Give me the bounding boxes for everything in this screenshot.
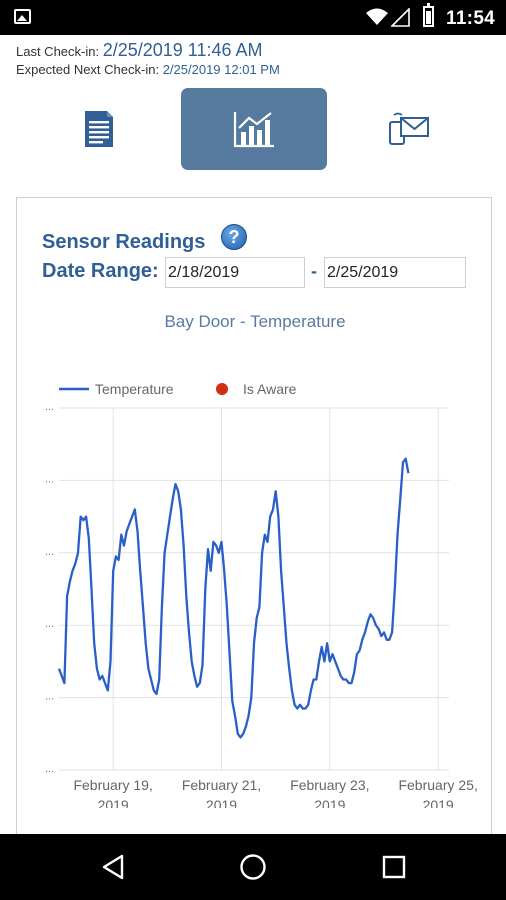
next-checkin-label: Expected Next Check-in:: [16, 62, 160, 77]
x-tick-label-year: 2019: [314, 797, 345, 808]
document-icon: [85, 111, 113, 147]
date-range-label: Date Range:: [42, 260, 159, 282]
y-tick-label: ...: [45, 401, 54, 413]
date-to-field[interactable]: 2/25/2019: [324, 257, 466, 288]
home-icon[interactable]: [239, 853, 267, 881]
x-tick-label: February 21,: [182, 777, 261, 793]
date-range-separator: -: [311, 261, 317, 281]
wifi-icon: [366, 8, 388, 25]
last-checkin-value: 2/25/2019 11:46 AM: [102, 40, 263, 60]
tab-chart[interactable]: [181, 88, 327, 170]
legend-is-aware-label: Is Aware: [243, 381, 297, 397]
legend-temperature-label: Temperature: [95, 381, 174, 397]
clock: 11:54: [446, 8, 496, 29]
x-tick-label-year: 2019: [98, 797, 129, 808]
section-title: Sensor Readings: [42, 231, 206, 253]
signal-icon: [391, 8, 410, 27]
temperature-series-line: [57, 457, 410, 739]
x-tick-label-year: 2019: [423, 797, 454, 808]
checkin-info: Last Check-in: 2/25/2019 11:46 AM Expect…: [16, 40, 280, 78]
image-notification-icon: [14, 9, 31, 24]
chart-icon: [233, 112, 274, 148]
legend-is-aware-dot: [216, 383, 228, 395]
tab-documents[interactable]: [75, 88, 121, 170]
navigation-bar: [0, 834, 506, 900]
y-tick-label: ...: [45, 691, 54, 703]
sensor-readings-card: Sensor Readings ? Date Range: 2/18/2019 …: [16, 197, 492, 837]
y-tick-label: ...: [45, 618, 54, 630]
battery-icon: [423, 3, 434, 27]
x-tick-label: February 23,: [290, 777, 369, 793]
x-tick-label-year: 2019: [206, 797, 237, 808]
chart-title: Bay Door - Temperature: [164, 312, 346, 331]
temperature-chart: Temperature Is Aware .................. …: [45, 381, 478, 808]
back-icon[interactable]: [101, 854, 125, 880]
last-checkin-label: Last Check-in:: [16, 44, 100, 59]
y-tick-label: ...: [45, 473, 54, 485]
next-checkin-value: 2/25/2019 12:01 PM: [162, 62, 280, 77]
help-icon[interactable]: ?: [221, 224, 247, 250]
message-icon: [389, 112, 429, 145]
tab-messages[interactable]: [380, 88, 436, 170]
x-tick-label: February 19,: [73, 777, 152, 793]
y-tick-label: ...: [45, 763, 54, 775]
view-tabs: [0, 88, 506, 170]
x-tick-label: February 25,: [398, 777, 477, 793]
y-tick-label: ...: [45, 546, 54, 558]
status-bar: 11:54: [0, 0, 506, 35]
date-from-field[interactable]: 2/18/2019: [165, 257, 305, 288]
recents-icon[interactable]: [382, 855, 406, 879]
